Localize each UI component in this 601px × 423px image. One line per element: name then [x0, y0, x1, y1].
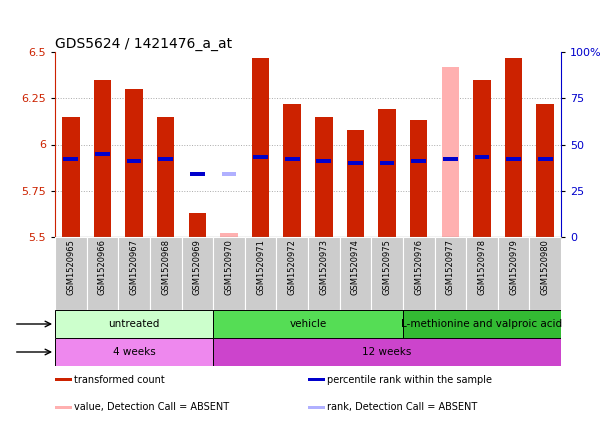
Bar: [213, 338, 561, 366]
Bar: [284, 104, 301, 237]
Text: GSM1520968: GSM1520968: [161, 239, 170, 295]
Bar: [348, 161, 363, 165]
Text: untreated: untreated: [108, 319, 160, 329]
Bar: [95, 152, 110, 156]
Bar: [55, 378, 72, 381]
Bar: [379, 110, 396, 237]
Text: GSM1520969: GSM1520969: [193, 239, 202, 295]
Bar: [537, 104, 554, 237]
Text: GSM1520974: GSM1520974: [351, 239, 360, 295]
Bar: [158, 157, 173, 161]
Bar: [380, 161, 394, 165]
Bar: [253, 155, 268, 159]
Bar: [347, 130, 364, 237]
Bar: [529, 237, 561, 310]
Bar: [505, 58, 522, 237]
Text: GSM1520977: GSM1520977: [446, 239, 455, 295]
Text: GSM1520978: GSM1520978: [477, 239, 486, 295]
Text: percentile rank within the sample: percentile rank within the sample: [328, 375, 492, 385]
Bar: [55, 310, 213, 338]
Bar: [498, 237, 529, 310]
Bar: [442, 67, 459, 237]
Bar: [222, 172, 236, 176]
Bar: [94, 80, 111, 237]
Bar: [276, 237, 308, 310]
Bar: [538, 157, 552, 161]
Bar: [252, 58, 269, 237]
Text: GSM1520975: GSM1520975: [383, 239, 392, 295]
Bar: [213, 310, 403, 338]
Text: GSM1520979: GSM1520979: [509, 239, 518, 295]
Bar: [473, 80, 490, 237]
Text: GSM1520970: GSM1520970: [224, 239, 233, 295]
Bar: [126, 89, 143, 237]
Bar: [475, 155, 489, 159]
Bar: [157, 117, 174, 237]
Bar: [87, 237, 118, 310]
Text: GSM1520973: GSM1520973: [319, 239, 328, 295]
Text: rank, Detection Call = ABSENT: rank, Detection Call = ABSENT: [328, 402, 478, 412]
Text: GSM1520967: GSM1520967: [130, 239, 139, 295]
Bar: [466, 237, 498, 310]
Bar: [127, 159, 141, 163]
Text: transformed count: transformed count: [75, 375, 165, 385]
Bar: [411, 159, 426, 163]
Text: GSM1520966: GSM1520966: [98, 239, 107, 295]
Text: GDS5624 / 1421476_a_at: GDS5624 / 1421476_a_at: [55, 37, 232, 51]
Bar: [118, 237, 150, 310]
Bar: [64, 157, 78, 161]
Bar: [443, 157, 458, 161]
Text: GSM1520965: GSM1520965: [66, 239, 75, 295]
Bar: [55, 406, 72, 409]
Bar: [308, 378, 325, 381]
Bar: [403, 237, 435, 310]
Bar: [150, 237, 182, 310]
Text: GSM1520976: GSM1520976: [414, 239, 423, 295]
Bar: [308, 406, 325, 409]
Text: vehicle: vehicle: [289, 319, 326, 329]
Bar: [506, 157, 521, 161]
Bar: [182, 237, 213, 310]
Bar: [62, 117, 79, 237]
Text: GSM1520971: GSM1520971: [256, 239, 265, 295]
Bar: [371, 237, 403, 310]
Bar: [410, 121, 427, 237]
Bar: [190, 172, 205, 176]
Text: GSM1520972: GSM1520972: [288, 239, 297, 295]
Text: 12 weeks: 12 weeks: [362, 347, 412, 357]
Text: L-methionine and valproic acid: L-methionine and valproic acid: [401, 319, 563, 329]
Text: GSM1520980: GSM1520980: [541, 239, 550, 295]
Text: value, Detection Call = ABSENT: value, Detection Call = ABSENT: [75, 402, 230, 412]
Bar: [316, 159, 331, 163]
Bar: [189, 213, 206, 237]
Bar: [308, 237, 340, 310]
Bar: [55, 338, 213, 366]
Bar: [285, 157, 299, 161]
Bar: [403, 310, 561, 338]
Bar: [213, 237, 245, 310]
Text: 4 weeks: 4 weeks: [113, 347, 156, 357]
Bar: [315, 117, 332, 237]
Bar: [340, 237, 371, 310]
Bar: [435, 237, 466, 310]
Bar: [245, 237, 276, 310]
Bar: [220, 233, 237, 237]
Bar: [55, 237, 87, 310]
